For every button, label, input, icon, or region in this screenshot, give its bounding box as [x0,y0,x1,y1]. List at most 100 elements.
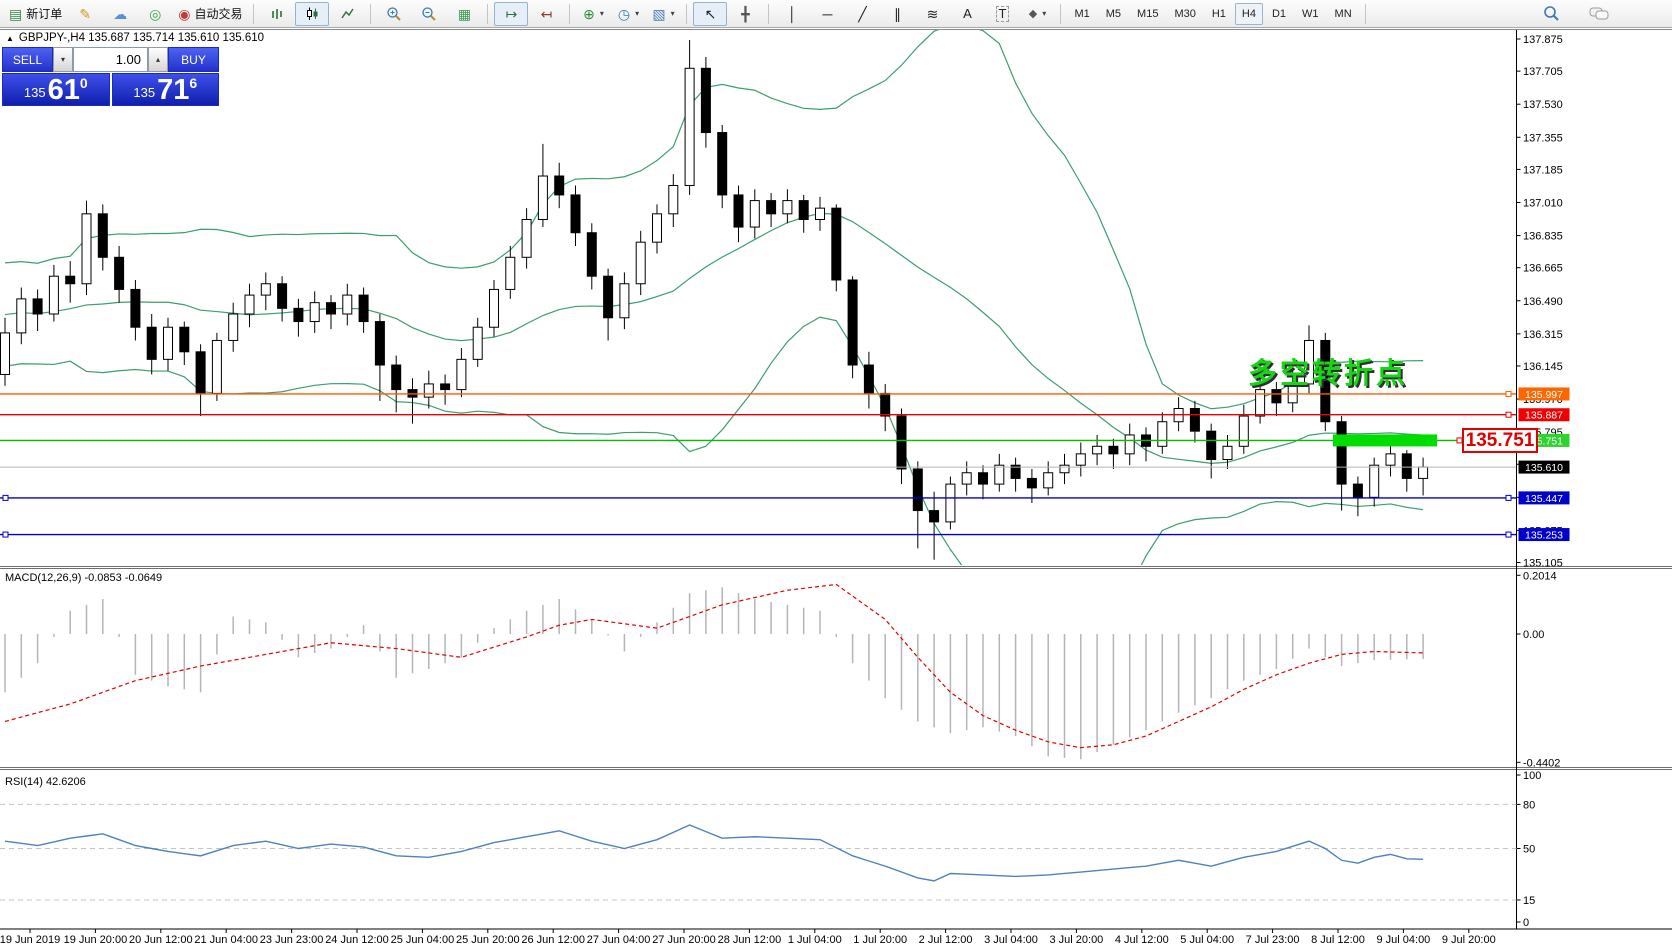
sonar-icon: ◎ [149,5,162,22]
line-handle [2,531,9,538]
line-chart-icon [341,8,354,19]
chart-window: 137.875 137.705 137.530 137.355 137.185 137.0… [0,28,1672,951]
candlestick-chart-icon [306,7,318,20]
svg-text:24 Jun 12:00: 24 Jun 12:00 [325,934,389,946]
toolbar-separator [768,3,770,24]
tf-button-H1[interactable]: H1 [1211,7,1226,20]
tf-button-M15[interactable]: M15 [1137,7,1159,20]
level-lines[interactable] [0,390,1517,538]
svg-text:25 Jun 20:00: 25 Jun 20:00 [456,934,520,946]
svg-text:2 Jul 12:00: 2 Jul 12:00 [919,934,973,946]
tf-button-MN[interactable]: MN [1334,7,1352,20]
buy-price-box[interactable]: 135 71 6 [111,73,219,106]
zoom-out-icon [422,6,437,21]
svg-text:23 Jun 23:00: 23 Jun 23:00 [260,934,324,946]
svg-text:135.610: 135.610 [1525,462,1563,474]
trendline-tool-button[interactable]: ╱ [845,2,879,26]
svg-text:135.105: 135.105 [1523,558,1563,570]
zoom-out-button[interactable] [412,2,446,26]
svg-text:137.355: 137.355 [1523,132,1563,144]
candle-body [537,175,548,220]
chart-annotation[interactable]: 多空转折点 [1248,358,1409,390]
collapse-arrow-icon[interactable]: ▲ [6,33,14,43]
svg-text:-0.4402: -0.4402 [1523,757,1560,769]
sonar-button[interactable]: ◎ [138,2,172,26]
templates-button[interactable]: ▧ ▾ [646,2,680,26]
indicators-icon: ⊕ [583,5,595,22]
crosshair-tool-button[interactable]: ╋ [728,2,762,26]
candle-body [798,200,809,220]
line-handle [1505,531,1512,538]
candle-body [668,184,679,215]
zoom-in-button[interactable] [377,2,411,26]
tf-button-W1[interactable]: W1 [1302,7,1319,20]
candle-body [1222,445,1233,461]
new-order-label: 新订单 [26,7,63,21]
auto-scroll-button[interactable]: ↤ [529,2,563,26]
candle-body [684,67,695,186]
svg-text:80: 80 [1523,799,1535,811]
sell-price-box[interactable]: 135 61 0 [2,73,110,106]
line-handle [1505,411,1512,418]
chart-shift-button[interactable]: ↦ [494,1,529,26]
bar-chart-button[interactable] [260,2,294,26]
buy-button[interactable]: BUY [168,47,219,72]
candle-body [1304,339,1314,385]
svg-text:136.315: 136.315 [1523,329,1563,341]
price-callout-label[interactable]: 135.751 [1462,428,1538,454]
candle-body [1108,445,1119,455]
arrows-icon: ◆ [1028,7,1038,20]
fibonacci-tool-button[interactable]: ≋ [915,2,949,26]
volume-decrease-button[interactable]: ▾ [53,47,73,72]
arrows-tool-button[interactable]: ◆ ▾ [1020,2,1054,26]
volume-increase-button[interactable]: ▴ [148,47,168,72]
zoom-in-icon [387,6,402,21]
tile-windows-button[interactable]: ▦ [447,2,481,26]
text-tool-button[interactable]: A [950,2,984,26]
candle-body [260,283,271,296]
tile-windows-icon: ▦ [457,5,472,22]
symbol-header: ▲ GBPJPY-,H4 135.687 135.714 135.610 135… [6,32,264,44]
tf-button-M1[interactable]: M1 [1074,7,1090,20]
chat-button[interactable] [1582,2,1616,26]
candlestick-chart-button[interactable] [295,1,330,26]
chevron-down-icon: ▾ [1042,9,1047,18]
time-axis[interactable]: 19 Jun 2019 19 Jun 20:00 20 Jun 12:00 21 Ju… [0,929,1496,946]
candle-body [863,364,874,394]
auto-trading-button[interactable]: ◉ 自动交易 [173,2,247,26]
indicators-button[interactable]: ⊕ ▾ [576,2,610,26]
line-chart-button[interactable] [330,2,364,26]
candle-body [81,213,92,285]
profile-button[interactable]: ☁ [103,2,137,26]
tf-button-M30[interactable]: M30 [1174,7,1196,20]
channel-tool-button[interactable]: ∥ [880,2,914,26]
tf-button-D1[interactable]: D1 [1271,7,1287,20]
buy-price-prefix: 135 [133,85,156,100]
candle-body [1092,445,1103,455]
cursor-tool-button[interactable]: ↖ [693,1,728,26]
chart-canvas[interactable]: 137.875 137.705 137.530 137.355 137.185 137.0… [0,28,1672,951]
candle-body [570,194,581,234]
svg-text:1 Jul 04:00: 1 Jul 04:00 [788,934,842,946]
candle-body [733,194,744,228]
new-order-button[interactable]: ▤ 新订单 [4,2,67,26]
tf-button-H4[interactable]: H4 [1234,2,1263,25]
vertical-line-icon: │ [788,5,797,22]
search-button[interactable] [1534,2,1568,26]
sell-button[interactable]: SELL [2,47,53,72]
candle-body [472,326,483,360]
tf-button-M5[interactable]: M5 [1105,7,1122,20]
periods-button[interactable]: ◷ ▾ [611,2,645,26]
highlighter-button[interactable]: ✎ [68,2,102,26]
horizontal-line-tool-button[interactable]: ─ [810,2,844,26]
vertical-line-tool-button[interactable]: │ [775,2,809,26]
toolbar-separator [1060,3,1062,24]
svg-text:136.665: 136.665 [1523,263,1563,275]
highlight-rectangle[interactable] [1333,434,1437,447]
candle-body [1401,453,1412,479]
rsi-axis-ticks: 100 80 50 15 0 [1516,770,1541,929]
line-handle [1505,390,1512,397]
text-label-tool-button[interactable]: T [985,2,1019,26]
candle-body [97,213,108,258]
volume-input[interactable]: 1.00 [73,47,148,72]
